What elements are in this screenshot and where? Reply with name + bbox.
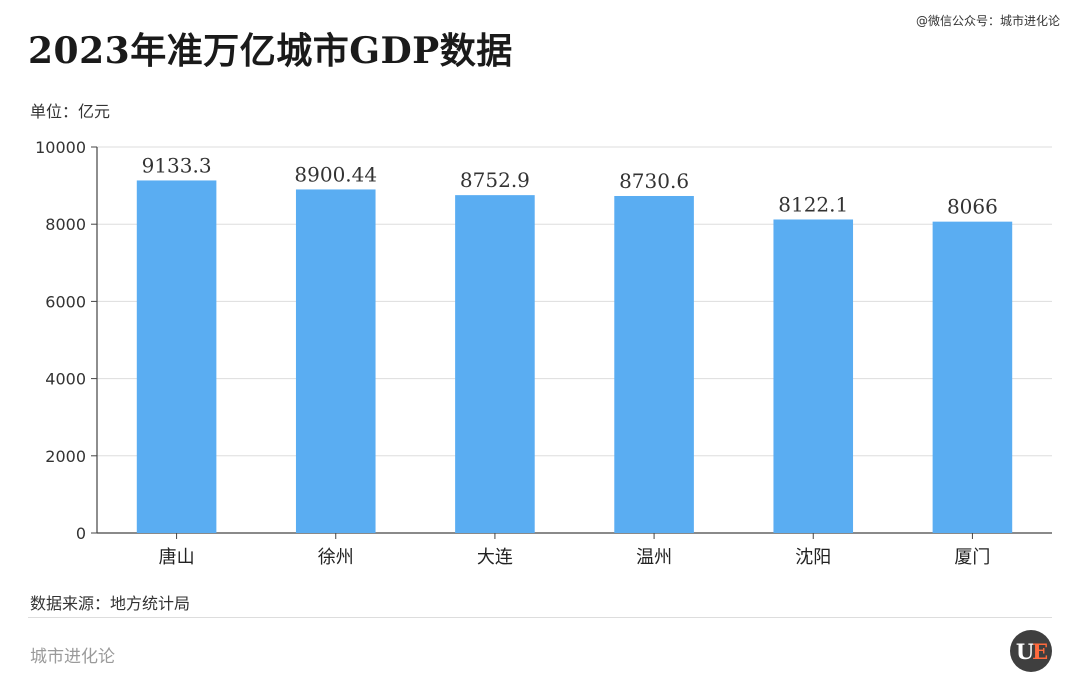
data-label: 8752.9 xyxy=(460,168,530,192)
y-tick-label: 2000 xyxy=(45,447,86,466)
logo-letter-u: U xyxy=(1015,638,1034,664)
y-tick-label: 0 xyxy=(76,524,86,543)
chart-title: 2023年准万亿城市GDP数据 xyxy=(28,30,513,72)
footer-brand: 城市进化论 xyxy=(30,647,115,667)
y-tick-label: 4000 xyxy=(45,370,86,389)
data-label: 8730.6 xyxy=(619,169,689,193)
x-tick-label: 大连 xyxy=(477,547,513,568)
x-tick-label: 徐州 xyxy=(318,547,354,568)
y-tick-label: 10000 xyxy=(35,138,86,157)
y-tick-label: 8000 xyxy=(45,215,86,234)
bar xyxy=(455,195,535,533)
unit-label: 单位：亿元 xyxy=(30,102,111,121)
bar xyxy=(773,219,854,533)
logo-letter-e: E xyxy=(1032,638,1048,664)
y-tick-label: 6000 xyxy=(45,292,86,311)
watermark: @微信公众号：城市进化论 xyxy=(915,14,1060,28)
bar xyxy=(614,195,694,533)
data-label: 8900.44 xyxy=(294,162,377,186)
x-tick-label: 温州 xyxy=(636,547,672,568)
bar xyxy=(932,221,1013,533)
x-tick-label: 唐山 xyxy=(159,547,195,568)
source-note: 数据来源：地方统计局 xyxy=(30,594,191,613)
bar xyxy=(136,180,217,533)
data-label: 9133.3 xyxy=(142,153,212,177)
divider xyxy=(28,617,1052,618)
data-label: 8122.1 xyxy=(778,192,848,216)
x-tick-label: 沈阳 xyxy=(795,547,831,568)
x-tick-label: 厦门 xyxy=(954,547,990,568)
data-label: 8066 xyxy=(947,195,998,219)
bar xyxy=(295,189,376,534)
